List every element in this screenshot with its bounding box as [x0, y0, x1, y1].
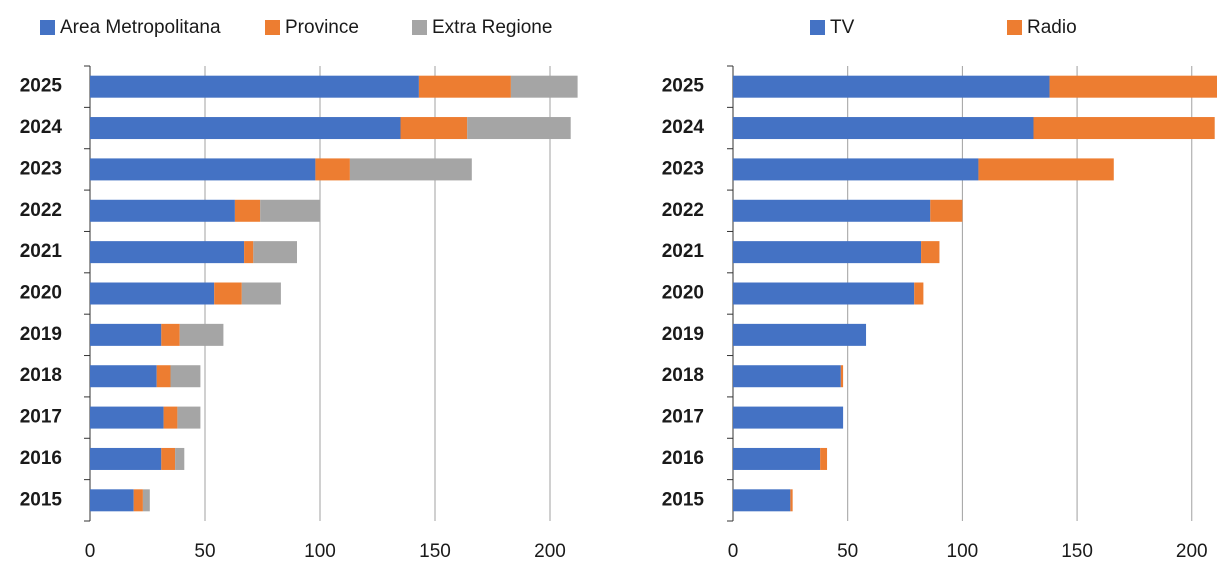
x-tick-label: 50: [837, 541, 858, 562]
legend-swatch: [1007, 20, 1022, 35]
bar: [921, 241, 940, 264]
bar: [179, 323, 224, 346]
bar: [510, 75, 578, 98]
bar: [234, 199, 261, 222]
bar: [90, 241, 245, 264]
bar: [90, 282, 215, 305]
bar: [214, 282, 242, 305]
bar: [1033, 117, 1215, 140]
bar: [133, 489, 143, 512]
y-tick-label: 2018: [662, 365, 704, 386]
y-tick-label: 2022: [20, 200, 62, 221]
bar: [177, 406, 201, 429]
y-tick-label: 2016: [662, 448, 704, 469]
bar: [142, 489, 150, 512]
bar: [733, 241, 922, 264]
x-tick-label: 50: [194, 541, 215, 562]
bar: [170, 365, 201, 388]
bar: [90, 323, 162, 346]
bar: [733, 447, 821, 470]
bar: [733, 75, 1050, 98]
y-tick-label: 2024: [662, 117, 705, 138]
bar: [90, 447, 162, 470]
bar: [733, 199, 931, 222]
y-tick-label: 2020: [20, 283, 62, 304]
bar: [241, 282, 281, 305]
bar: [175, 447, 185, 470]
bar: [260, 199, 320, 222]
legend-swatch: [40, 20, 55, 35]
y-tick-label: 2020: [662, 283, 704, 304]
bar: [733, 117, 1034, 140]
y-tick-label: 2025: [20, 76, 63, 97]
x-tick-label: 150: [1061, 541, 1093, 562]
y-tick-label: 2024: [20, 117, 63, 138]
y-tick-label: 2015: [20, 489, 63, 510]
y-tick-label: 2021: [662, 241, 705, 262]
bar: [90, 199, 235, 222]
bar: [90, 365, 157, 388]
bar: [253, 241, 297, 264]
x-tick-label: 200: [534, 541, 566, 562]
bar: [90, 406, 164, 429]
bar: [90, 489, 134, 512]
bar: [161, 447, 176, 470]
legend-swatch: [810, 20, 825, 35]
x-tick-label: 100: [304, 541, 336, 562]
y-tick-label: 2017: [662, 407, 704, 428]
y-tick-label: 2018: [20, 365, 62, 386]
legend-swatch: [265, 20, 280, 35]
x-tick-label: 200: [1176, 541, 1208, 562]
bar: [733, 365, 841, 388]
bar: [914, 282, 924, 305]
bar: [349, 158, 472, 181]
x-tick-label: 150: [419, 541, 451, 562]
bar: [820, 447, 828, 470]
bar: [930, 199, 963, 222]
bar: [90, 75, 419, 98]
x-tick-label: 100: [947, 541, 979, 562]
bar: [733, 323, 867, 346]
x-tick-label: 0: [728, 541, 739, 562]
bar: [467, 117, 571, 140]
y-tick-label: 2023: [662, 158, 704, 179]
legend-label: TV: [830, 17, 855, 38]
y-tick-label: 2025: [662, 76, 705, 97]
y-tick-label: 2019: [20, 324, 62, 345]
bar: [244, 241, 254, 264]
bar: [156, 365, 171, 388]
legend-label: Province: [285, 17, 359, 38]
y-tick-label: 2017: [20, 407, 62, 428]
y-tick-label: 2019: [662, 324, 704, 345]
x-tick-label: 0: [85, 541, 96, 562]
bar: [978, 158, 1114, 181]
y-tick-label: 2022: [662, 200, 704, 221]
legend-swatch: [412, 20, 427, 35]
legend-label: Extra Regione: [432, 17, 552, 38]
bar: [90, 158, 316, 181]
legend-label: Area Metropolitana: [60, 17, 221, 38]
bar: [733, 489, 791, 512]
bar: [1049, 75, 1217, 98]
bar: [733, 158, 979, 181]
bar: [418, 75, 511, 98]
bar: [733, 406, 844, 429]
bar: [315, 158, 350, 181]
bar: [161, 323, 180, 346]
bar: [90, 117, 401, 140]
y-tick-label: 2015: [662, 489, 705, 510]
y-tick-label: 2021: [20, 241, 63, 262]
bar: [163, 406, 178, 429]
bar: [790, 489, 793, 512]
y-tick-label: 2023: [20, 158, 62, 179]
y-tick-label: 2016: [20, 448, 62, 469]
bar: [733, 282, 915, 305]
bar: [840, 365, 844, 388]
bar: [400, 117, 468, 140]
legend-label: Radio: [1027, 17, 1077, 38]
